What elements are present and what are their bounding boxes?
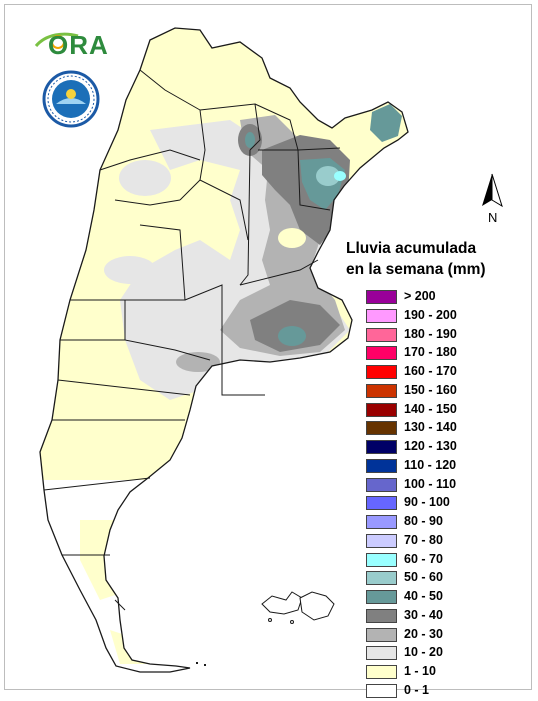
rain-zone-10-20-cuyo (104, 256, 156, 284)
north-arrow-icon (482, 173, 503, 208)
legend-swatch (366, 477, 397, 492)
rain-zone-30-40-bsas (250, 300, 340, 352)
legend-swatch (366, 290, 397, 304)
legend-label: 0 - 1 (404, 682, 430, 697)
rain-zone-60-70 (334, 171, 346, 181)
legend-swatch (366, 402, 397, 417)
legend-label: 190 - 200 (404, 307, 457, 322)
legend-label: 110 - 120 (404, 457, 457, 472)
legend-label: 140 - 150 (404, 401, 457, 416)
legend-swatch (366, 496, 397, 511)
legend-label: 120 - 130 (404, 439, 457, 453)
legend-label: 1 - 10 (404, 664, 436, 678)
legend-swatch (366, 365, 397, 379)
legend-label: 100 - 110 (404, 476, 457, 491)
legend-swatch (366, 665, 397, 679)
legend-swatch (366, 590, 397, 604)
legend-swatch (366, 440, 397, 454)
legend-swatch (366, 327, 397, 342)
rain-zone-1-10-chaco (278, 228, 306, 248)
legend-swatch (366, 533, 397, 548)
legend-swatch (366, 515, 397, 529)
legend-title-line2: en la semana (mm) (346, 261, 486, 278)
province-borders (39, 27, 409, 673)
rain-zone-50-60 (316, 166, 340, 186)
legend-label: 130 - 140 (404, 420, 457, 435)
legend-label: 160 - 170 (404, 364, 457, 378)
legend-swatch (366, 627, 397, 642)
legend-swatch (366, 552, 397, 567)
legend-swatch (366, 458, 397, 473)
rain-zone-40-50-bsas (278, 326, 306, 346)
legend-label: 60 - 70 (404, 551, 443, 566)
legend-swatch (366, 308, 397, 323)
rain-zone-40-50-misiones (370, 104, 402, 142)
legend-swatch (366, 608, 397, 623)
legend-swatch (366, 421, 397, 436)
rain-zone-10-20-west (119, 160, 171, 196)
legend-label: 20 - 30 (404, 626, 443, 641)
smn-seal-icon (42, 70, 100, 128)
legend-swatch (366, 346, 397, 361)
ora-logo-text: ORA (48, 30, 109, 60)
legend-label: 180 - 190 (404, 326, 457, 341)
rain-zone-40-50-tucuman (245, 132, 255, 148)
legend-label: 90 - 100 (404, 495, 450, 510)
rain-zone-20-30-center (176, 352, 220, 372)
legend-label: 80 - 90 (404, 514, 443, 528)
south-islands (196, 662, 206, 666)
legend-label: 70 - 80 (404, 532, 443, 547)
legend-label: 30 - 40 (404, 607, 443, 622)
legend-label: 10 - 20 (404, 645, 443, 660)
legend-title-line1: Lluvia acumulada (346, 240, 477, 257)
legend-swatch (366, 646, 397, 661)
legend-label: 170 - 180 (404, 345, 457, 360)
legend-swatch (366, 571, 397, 586)
legend-label: 50 - 60 (404, 570, 443, 585)
malvinas-islands (261, 591, 335, 624)
legend-label: 150 - 160 (404, 382, 457, 397)
legend-swatch (366, 383, 397, 398)
ora-logo: ORA (34, 28, 108, 60)
legend-label: 40 - 50 (404, 589, 443, 603)
legend-label: > 200 (404, 289, 436, 303)
north-label: N (488, 210, 498, 225)
legend-title: Lluvia acumulada en la semana (mm) (346, 238, 486, 280)
